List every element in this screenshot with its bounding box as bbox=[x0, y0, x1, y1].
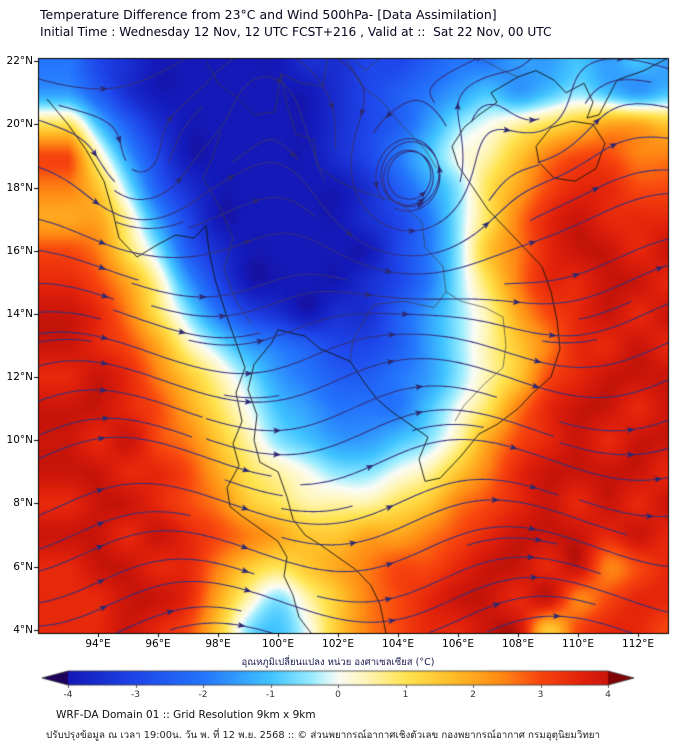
lat-tick-label: 10°N bbox=[6, 434, 33, 447]
colorbar-tick-label: 1 bbox=[402, 690, 409, 700]
lon-tick-label: 108°E bbox=[502, 638, 534, 650]
colorbar-tick-label: -3 bbox=[131, 690, 140, 700]
lon-tick-label: 98°E bbox=[205, 638, 231, 650]
lon-tick-label: 94°E bbox=[85, 638, 111, 650]
chart-title: Temperature Difference from 23°C and Win… bbox=[40, 7, 497, 22]
lat-tick-label: 16°N bbox=[6, 244, 33, 257]
colorbar-tick-label: 4 bbox=[605, 690, 611, 700]
lat-tick-label: 6°N bbox=[13, 560, 33, 573]
chart-subtitle: Initial Time : Wednesday 12 Nov, 12 UTC … bbox=[40, 25, 552, 39]
colorbar-label: อุณหภูมิเปลี่ยนแปลง หน่วย องศาเซลเซียส (… bbox=[241, 657, 435, 668]
colorbar-tick-label: -4 bbox=[63, 690, 73, 700]
lon-tick-label: 96°E bbox=[145, 638, 171, 650]
colorbar-tick-label: -1 bbox=[266, 690, 275, 700]
colorbar-tick-label: -2 bbox=[198, 690, 208, 700]
lon-tick-label: 112°E bbox=[622, 638, 654, 650]
lat-tick-label: 18°N bbox=[6, 181, 33, 194]
lat-tick-label: 14°N bbox=[6, 307, 33, 320]
lat-tick-label: 8°N bbox=[13, 497, 33, 510]
lat-tick-label: 4°N bbox=[13, 623, 33, 636]
footer-domain-info: WRF-DA Domain 01 :: Grid Resolution 9km … bbox=[56, 709, 316, 721]
lon-tick-label: 100°E bbox=[262, 638, 294, 650]
lat-tick-label: 12°N bbox=[6, 371, 33, 384]
colorbar-tick-label: 2 bbox=[470, 690, 476, 700]
lat-tick-label: 20°N bbox=[6, 118, 33, 131]
lon-tick-label: 110°E bbox=[562, 638, 594, 650]
lon-tick-label: 104°E bbox=[382, 638, 414, 650]
lon-tick-label: 102°E bbox=[322, 638, 354, 650]
colorbar-tick-label: 0 bbox=[335, 690, 341, 700]
footer-update-info: ปรับปรุงข้อมูล ณ เวลา 19:00น. วัน พ. ที่… bbox=[46, 730, 601, 741]
lon-tick-label: 106°E bbox=[442, 638, 474, 650]
lat-tick-label: 22°N bbox=[6, 55, 33, 68]
colorbar-tick-label: 3 bbox=[537, 690, 544, 700]
